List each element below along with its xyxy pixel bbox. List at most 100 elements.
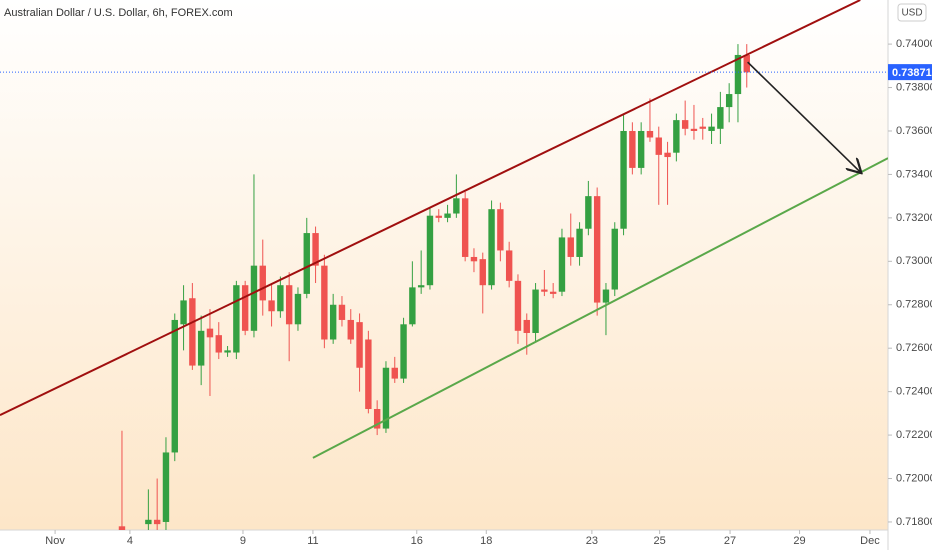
candle-body xyxy=(215,335,222,353)
y-tick-label: 0.72400 xyxy=(896,386,932,398)
candle-body xyxy=(743,54,750,73)
candle-body xyxy=(690,128,698,131)
candle-body xyxy=(681,120,689,129)
candle-body xyxy=(655,137,662,155)
x-tick-label: 18 xyxy=(480,535,492,547)
trend-line xyxy=(0,0,861,416)
last-price-tag xyxy=(888,64,932,81)
candle-body xyxy=(294,293,302,325)
x-tick-label: 25 xyxy=(654,535,666,547)
candle-body xyxy=(611,228,618,290)
candle-body xyxy=(400,324,407,379)
candle-body xyxy=(417,285,425,288)
candle-body xyxy=(118,526,126,530)
candle-body xyxy=(593,196,601,303)
x-tick-label: 4 xyxy=(127,535,133,547)
candle-body xyxy=(558,237,566,292)
candle-body xyxy=(224,350,231,353)
candle-body xyxy=(171,319,178,453)
candle-body xyxy=(488,209,495,286)
y-tick-label: 0.72000 xyxy=(896,472,932,484)
candle-body xyxy=(206,328,214,338)
candle-body xyxy=(470,256,478,262)
candle-body xyxy=(497,209,504,251)
candle-body xyxy=(602,289,610,303)
candle-body xyxy=(321,265,328,340)
candle-body xyxy=(329,304,337,340)
candle-body xyxy=(514,280,522,331)
candle-body xyxy=(426,215,434,286)
currency-badge[interactable] xyxy=(897,3,927,22)
candle-body xyxy=(461,198,469,257)
candle-body xyxy=(699,126,706,129)
plot xyxy=(0,0,888,530)
candle-body xyxy=(180,300,187,325)
candle-body xyxy=(312,233,319,266)
candle-body xyxy=(479,259,486,286)
candle-body xyxy=(673,120,680,153)
candle-body xyxy=(453,198,460,214)
candle-body xyxy=(259,265,266,301)
candle-body xyxy=(162,452,170,522)
arrow xyxy=(747,61,861,172)
currency-label[interactable]: USD xyxy=(901,8,922,19)
candle-body xyxy=(444,213,451,218)
time-axis xyxy=(0,530,888,550)
candle-body xyxy=(629,130,636,168)
chart-title: Australian Dollar / U.S. Dollar, 6h, FOR… xyxy=(4,7,233,19)
candle-body xyxy=(567,237,574,257)
y-tick-label: 0.73400 xyxy=(896,168,932,180)
price-axis xyxy=(888,0,932,550)
x-tick-label: Dec xyxy=(860,535,880,547)
candle-body xyxy=(717,107,724,129)
y-tick-label: 0.72200 xyxy=(896,429,932,441)
x-tick-label: 9 xyxy=(240,535,246,547)
x-tick-label: 29 xyxy=(793,535,805,547)
candle-body xyxy=(153,519,161,525)
y-tick-label: 0.73600 xyxy=(896,125,932,137)
candle-body xyxy=(338,304,346,320)
x-tick-label: 23 xyxy=(586,535,598,547)
y-tick-label: 0.74000 xyxy=(896,38,932,50)
candle-body xyxy=(250,265,258,331)
candle-body xyxy=(409,287,416,325)
candle-body xyxy=(347,319,354,340)
candle-body xyxy=(189,298,196,366)
y-tick-label: 0.73800 xyxy=(896,81,932,93)
candle-body xyxy=(365,339,372,410)
trend-line xyxy=(312,157,888,459)
candle-body xyxy=(303,233,310,294)
x-tick-label: 27 xyxy=(724,535,736,547)
candle-body xyxy=(197,330,205,366)
candle-body xyxy=(620,130,627,229)
candle-body xyxy=(523,319,530,333)
candle-body xyxy=(435,215,442,218)
y-tick-label: 0.73000 xyxy=(896,255,932,267)
candle-body xyxy=(664,152,671,158)
candle-body xyxy=(373,409,381,429)
candle-body xyxy=(708,126,715,131)
candle-body xyxy=(585,196,592,229)
x-tick-label: Nov xyxy=(45,535,65,547)
y-tick-label: 0.72800 xyxy=(896,299,932,311)
candle-body xyxy=(532,289,539,333)
candle-body xyxy=(734,54,742,95)
last-price-label: 0.73871 xyxy=(892,67,932,79)
candle-body xyxy=(391,367,398,379)
candle-body xyxy=(576,228,583,257)
candle-body xyxy=(637,130,645,168)
candle-body xyxy=(285,285,293,325)
candle-body xyxy=(277,285,284,312)
candle-body xyxy=(725,94,733,108)
candle-body xyxy=(145,519,152,525)
x-tick-label: 16 xyxy=(411,535,423,547)
y-tick-label: 0.71800 xyxy=(896,516,932,528)
x-tick-label: 11 xyxy=(307,535,318,547)
plot-background xyxy=(0,0,888,530)
candle-body xyxy=(541,289,548,292)
y-tick-label: 0.72600 xyxy=(896,342,932,354)
candle-body xyxy=(505,250,513,281)
candle-body xyxy=(233,285,240,353)
candle-body xyxy=(646,130,654,138)
